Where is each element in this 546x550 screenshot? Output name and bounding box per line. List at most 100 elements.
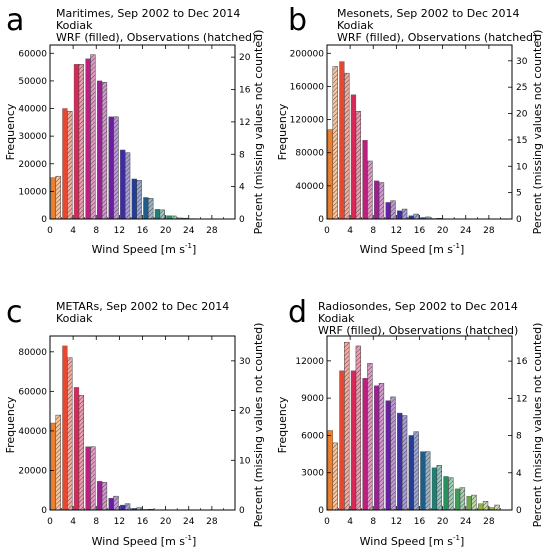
y2-tick-label: 25 — [516, 83, 527, 93]
y-tick-label: 30000 — [18, 132, 47, 142]
obs-bar-hatch — [136, 180, 142, 219]
y-tick-label: 10000 — [18, 187, 47, 197]
panel-d-letter: d — [288, 295, 307, 330]
x-tick-label: 16 — [414, 517, 426, 527]
obs-bar-hatch — [78, 64, 84, 219]
x-tick-label: 8 — [93, 226, 99, 236]
obs-bar-hatch — [413, 431, 419, 510]
y2-tick-label: 20 — [239, 407, 251, 417]
y-tick-label: 0 — [318, 215, 324, 225]
y-tick-label: 60000 — [18, 49, 47, 59]
wrf-bar — [373, 385, 380, 511]
obs-bar-hatch — [402, 415, 408, 510]
obs-bar-hatch — [90, 54, 96, 219]
wrf-bar — [397, 210, 403, 220]
wrf-bar — [85, 446, 91, 511]
x-tick-label: 8 — [93, 517, 99, 527]
obs-bar-hatch — [344, 73, 350, 219]
obs-bar-hatch — [413, 214, 419, 219]
y-tick-label: 12000 — [295, 357, 324, 367]
panel-d-ylabel: Frequency — [276, 396, 289, 453]
x-tick-label: 8 — [370, 517, 376, 527]
wrf-bar — [108, 116, 114, 220]
x-tick-label: 24 — [183, 226, 195, 236]
y-tick-label: 0 — [41, 215, 47, 225]
wrf-bar — [385, 202, 391, 220]
panel-c-letter: c — [6, 295, 23, 330]
wrf-bar — [73, 64, 80, 220]
obs-bar-hatch — [102, 482, 107, 510]
panel-c-y2label: Percent (missing values not counted) — [252, 323, 265, 528]
obs-bar-hatch — [90, 446, 96, 510]
obs-bar-hatch — [459, 487, 465, 510]
obs-bar-hatch — [159, 209, 165, 219]
obs-bar-hatch — [102, 82, 107, 219]
y2-tick-label: 16 — [516, 357, 528, 367]
y-tick-label: 60000 — [18, 387, 47, 397]
y2-tick-label: 15 — [516, 136, 527, 146]
y-tick-label: 160000 — [290, 82, 325, 92]
y2-tick-label: 0 — [239, 506, 245, 516]
x-tick-label: 20 — [437, 517, 449, 527]
x-tick-label: 20 — [160, 517, 172, 527]
wrf-bar — [397, 412, 403, 511]
panel-d-xlabel-end: ] — [460, 535, 464, 548]
x-tick-label: 20 — [160, 226, 172, 236]
panel-a-subtitle: Kodiak — [56, 19, 93, 32]
wrf-bar — [420, 451, 426, 511]
obs-bar-hatch — [55, 176, 61, 219]
panel-c-bars — [50, 345, 200, 511]
x-tick-label: 16 — [414, 226, 426, 236]
wrf-bar — [154, 209, 161, 220]
panel-a-ylabel: Frequency — [4, 103, 17, 160]
panel-d-legend-text: WRF (filled), Observations (hatched) — [318, 324, 518, 337]
panel-c-subtitle: Kodiak — [56, 312, 93, 325]
wrf-bar — [339, 61, 345, 220]
x-tick-label: 28 — [483, 226, 495, 236]
panel-a-xlabel-main: Wind Speed [m s — [92, 243, 186, 256]
y2-tick-label: 20 — [516, 110, 528, 120]
wrf-bar — [327, 129, 333, 220]
obs-bar-hatch — [171, 215, 177, 219]
obs-bar-hatch — [344, 342, 350, 510]
panel-b-title: Mesonets, Sep 2002 to Dec 2014 — [337, 7, 520, 20]
obs-bar-hatch — [448, 477, 454, 510]
panel-a-xlabel-end: ] — [192, 243, 196, 256]
wrf-bar — [478, 503, 484, 511]
panel-b-xlabel-end: ] — [460, 243, 464, 256]
y2-tick-label: 0 — [239, 215, 245, 225]
wrf-bar — [50, 422, 56, 511]
obs-bar-hatch — [148, 198, 154, 219]
obs-bar-hatch — [78, 395, 84, 510]
y-tick-label: 200000 — [290, 49, 325, 59]
obs-bar-hatch — [125, 503, 131, 510]
obs-bar-hatch — [425, 451, 431, 510]
y-tick-label: 50000 — [18, 77, 47, 87]
x-tick-label: 28 — [206, 517, 218, 527]
obs-bar-hatch — [494, 505, 500, 510]
x-tick-label: 0 — [324, 226, 330, 236]
wrf-bar — [350, 370, 357, 511]
obs-bar-hatch — [332, 66, 338, 219]
wrf-bar — [120, 149, 126, 220]
obs-bar-hatch — [402, 209, 408, 219]
obs-bar-hatch — [113, 496, 119, 510]
panel-a-legend-text: WRF (filled), Observations (hatched) — [56, 31, 256, 44]
x-tick-label: 24 — [183, 517, 195, 527]
panel-b-bars — [327, 61, 489, 220]
panel-b-ylabel: Frequency — [276, 103, 289, 160]
obs-bar-hatch — [136, 507, 142, 510]
y-tick-label: 0 — [318, 506, 324, 516]
y2-tick-label: 30 — [239, 357, 251, 367]
y2-tick-label: 0 — [516, 506, 522, 516]
panel-d-y2label: Percent (missing values not counted) — [531, 323, 544, 528]
x-tick-label: 12 — [391, 226, 402, 236]
x-tick-label: 16 — [137, 517, 149, 527]
y-tick-label: 20000 — [18, 160, 47, 170]
wrf-bar — [131, 178, 137, 220]
x-tick-label: 4 — [70, 226, 76, 236]
y2-tick-label: 10 — [239, 456, 251, 466]
obs-bar-hatch — [471, 495, 477, 510]
panel-a-letter: a — [6, 3, 24, 38]
x-tick-label: 12 — [114, 226, 125, 236]
